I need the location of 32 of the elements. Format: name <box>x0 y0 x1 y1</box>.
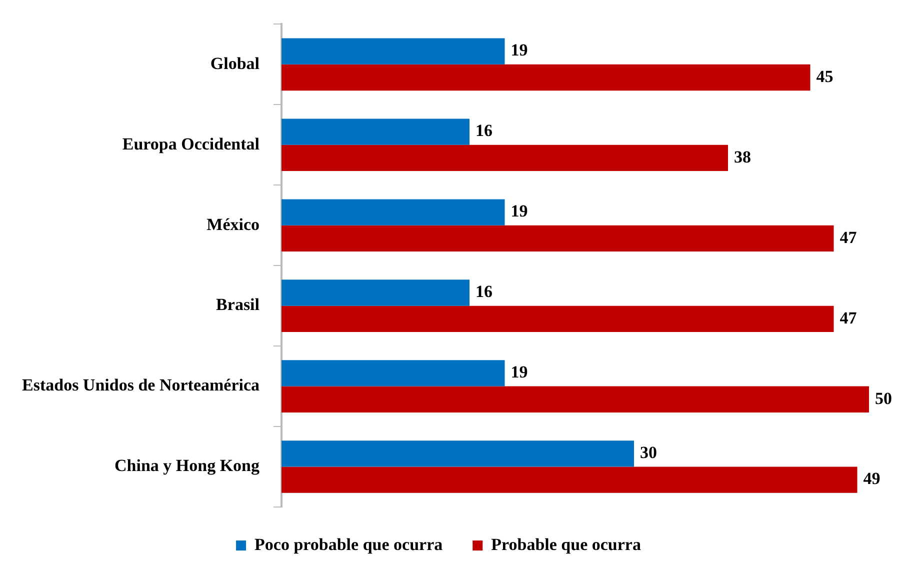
y-tick-label: China y Hong Kong <box>114 456 260 476</box>
data-label: 16 <box>476 121 493 140</box>
bar <box>282 38 505 64</box>
legend-label: Probable que ocurra <box>491 534 642 554</box>
data-label: 47 <box>840 308 858 328</box>
bar <box>282 225 834 252</box>
bar <box>282 386 869 412</box>
bar <box>282 199 505 226</box>
data-label: 49 <box>863 469 880 488</box>
bar <box>282 440 634 467</box>
bar <box>282 118 470 145</box>
y-tick-label: Global <box>210 54 260 73</box>
data-label: 16 <box>476 282 493 302</box>
bar <box>282 144 728 172</box>
bar <box>282 280 470 306</box>
legend-label: Poco probable que ocurra <box>254 534 444 554</box>
bar <box>282 306 834 332</box>
data-label: 19 <box>510 202 528 221</box>
bar <box>282 360 505 386</box>
data-label: 47 <box>840 228 858 247</box>
bar <box>282 466 858 493</box>
bar <box>282 64 810 91</box>
y-tick-label: Europa Occidental <box>122 134 260 154</box>
data-label: 19 <box>510 40 528 60</box>
data-label: 30 <box>640 443 658 462</box>
y-tick-label: Estados Unidos de Norteamérica <box>22 376 260 395</box>
y-tick-label: Brasil <box>216 295 260 314</box>
data-label: 38 <box>734 147 751 166</box>
data-label: 19 <box>510 362 528 382</box>
y-tick-label: México <box>206 214 260 234</box>
data-label: 45 <box>816 66 834 86</box>
data-label: 50 <box>875 388 892 408</box>
